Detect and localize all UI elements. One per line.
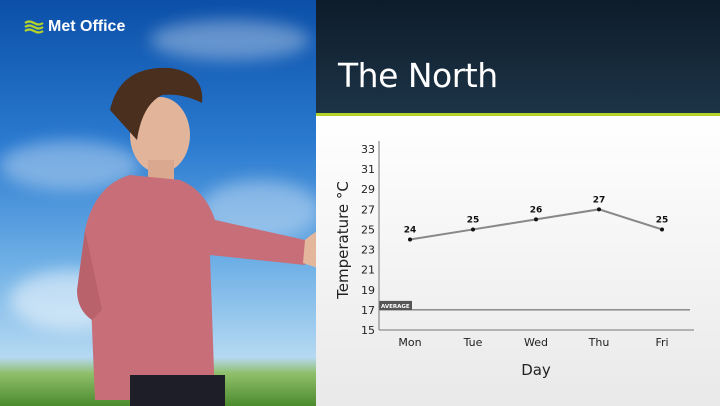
y-tick-label: 21	[361, 264, 375, 277]
y-tick-label: 31	[361, 163, 375, 176]
average-label: AVERAGE	[381, 304, 410, 310]
met-office-logo: Met Office	[24, 18, 125, 36]
region-title: The North	[338, 56, 498, 95]
y-tick-label: 27	[361, 203, 375, 216]
y-tick-label: 17	[361, 304, 375, 317]
x-tick-label: Wed	[524, 336, 548, 349]
y-tick-label: 15	[361, 324, 375, 337]
data-label: 25	[467, 215, 480, 225]
x-tick-label: Tue	[463, 336, 483, 349]
data-point	[408, 237, 412, 242]
chart-panel	[316, 116, 720, 406]
y-tick-label: 25	[361, 223, 375, 236]
studio-background-sky	[0, 0, 320, 406]
x-axis-label: Day	[521, 361, 551, 379]
accent-divider	[316, 113, 720, 116]
y-tick-label: 29	[361, 183, 375, 196]
data-label: 26	[530, 205, 543, 215]
average-badge	[379, 300, 412, 310]
data-label: 27	[593, 195, 606, 205]
met-office-waves-icon	[24, 20, 44, 34]
y-tick-label: 23	[361, 244, 375, 257]
data-label: 24	[404, 226, 417, 236]
x-tick-label: Fri	[655, 336, 668, 349]
data-point	[471, 227, 475, 232]
panel-header	[316, 0, 720, 113]
presenter	[77, 67, 316, 406]
y-axis-label: Temperature °C	[334, 181, 352, 300]
y-tick-label: 19	[361, 284, 375, 297]
x-tick-label: Mon	[398, 336, 421, 349]
logo-text: Met Office	[48, 18, 126, 35]
data-point	[597, 207, 601, 212]
y-tick-label: 33	[361, 143, 375, 156]
data-point	[534, 217, 538, 222]
data-point	[660, 227, 664, 232]
data-label: 25	[656, 215, 669, 225]
x-tick-label: Thu	[588, 336, 610, 349]
